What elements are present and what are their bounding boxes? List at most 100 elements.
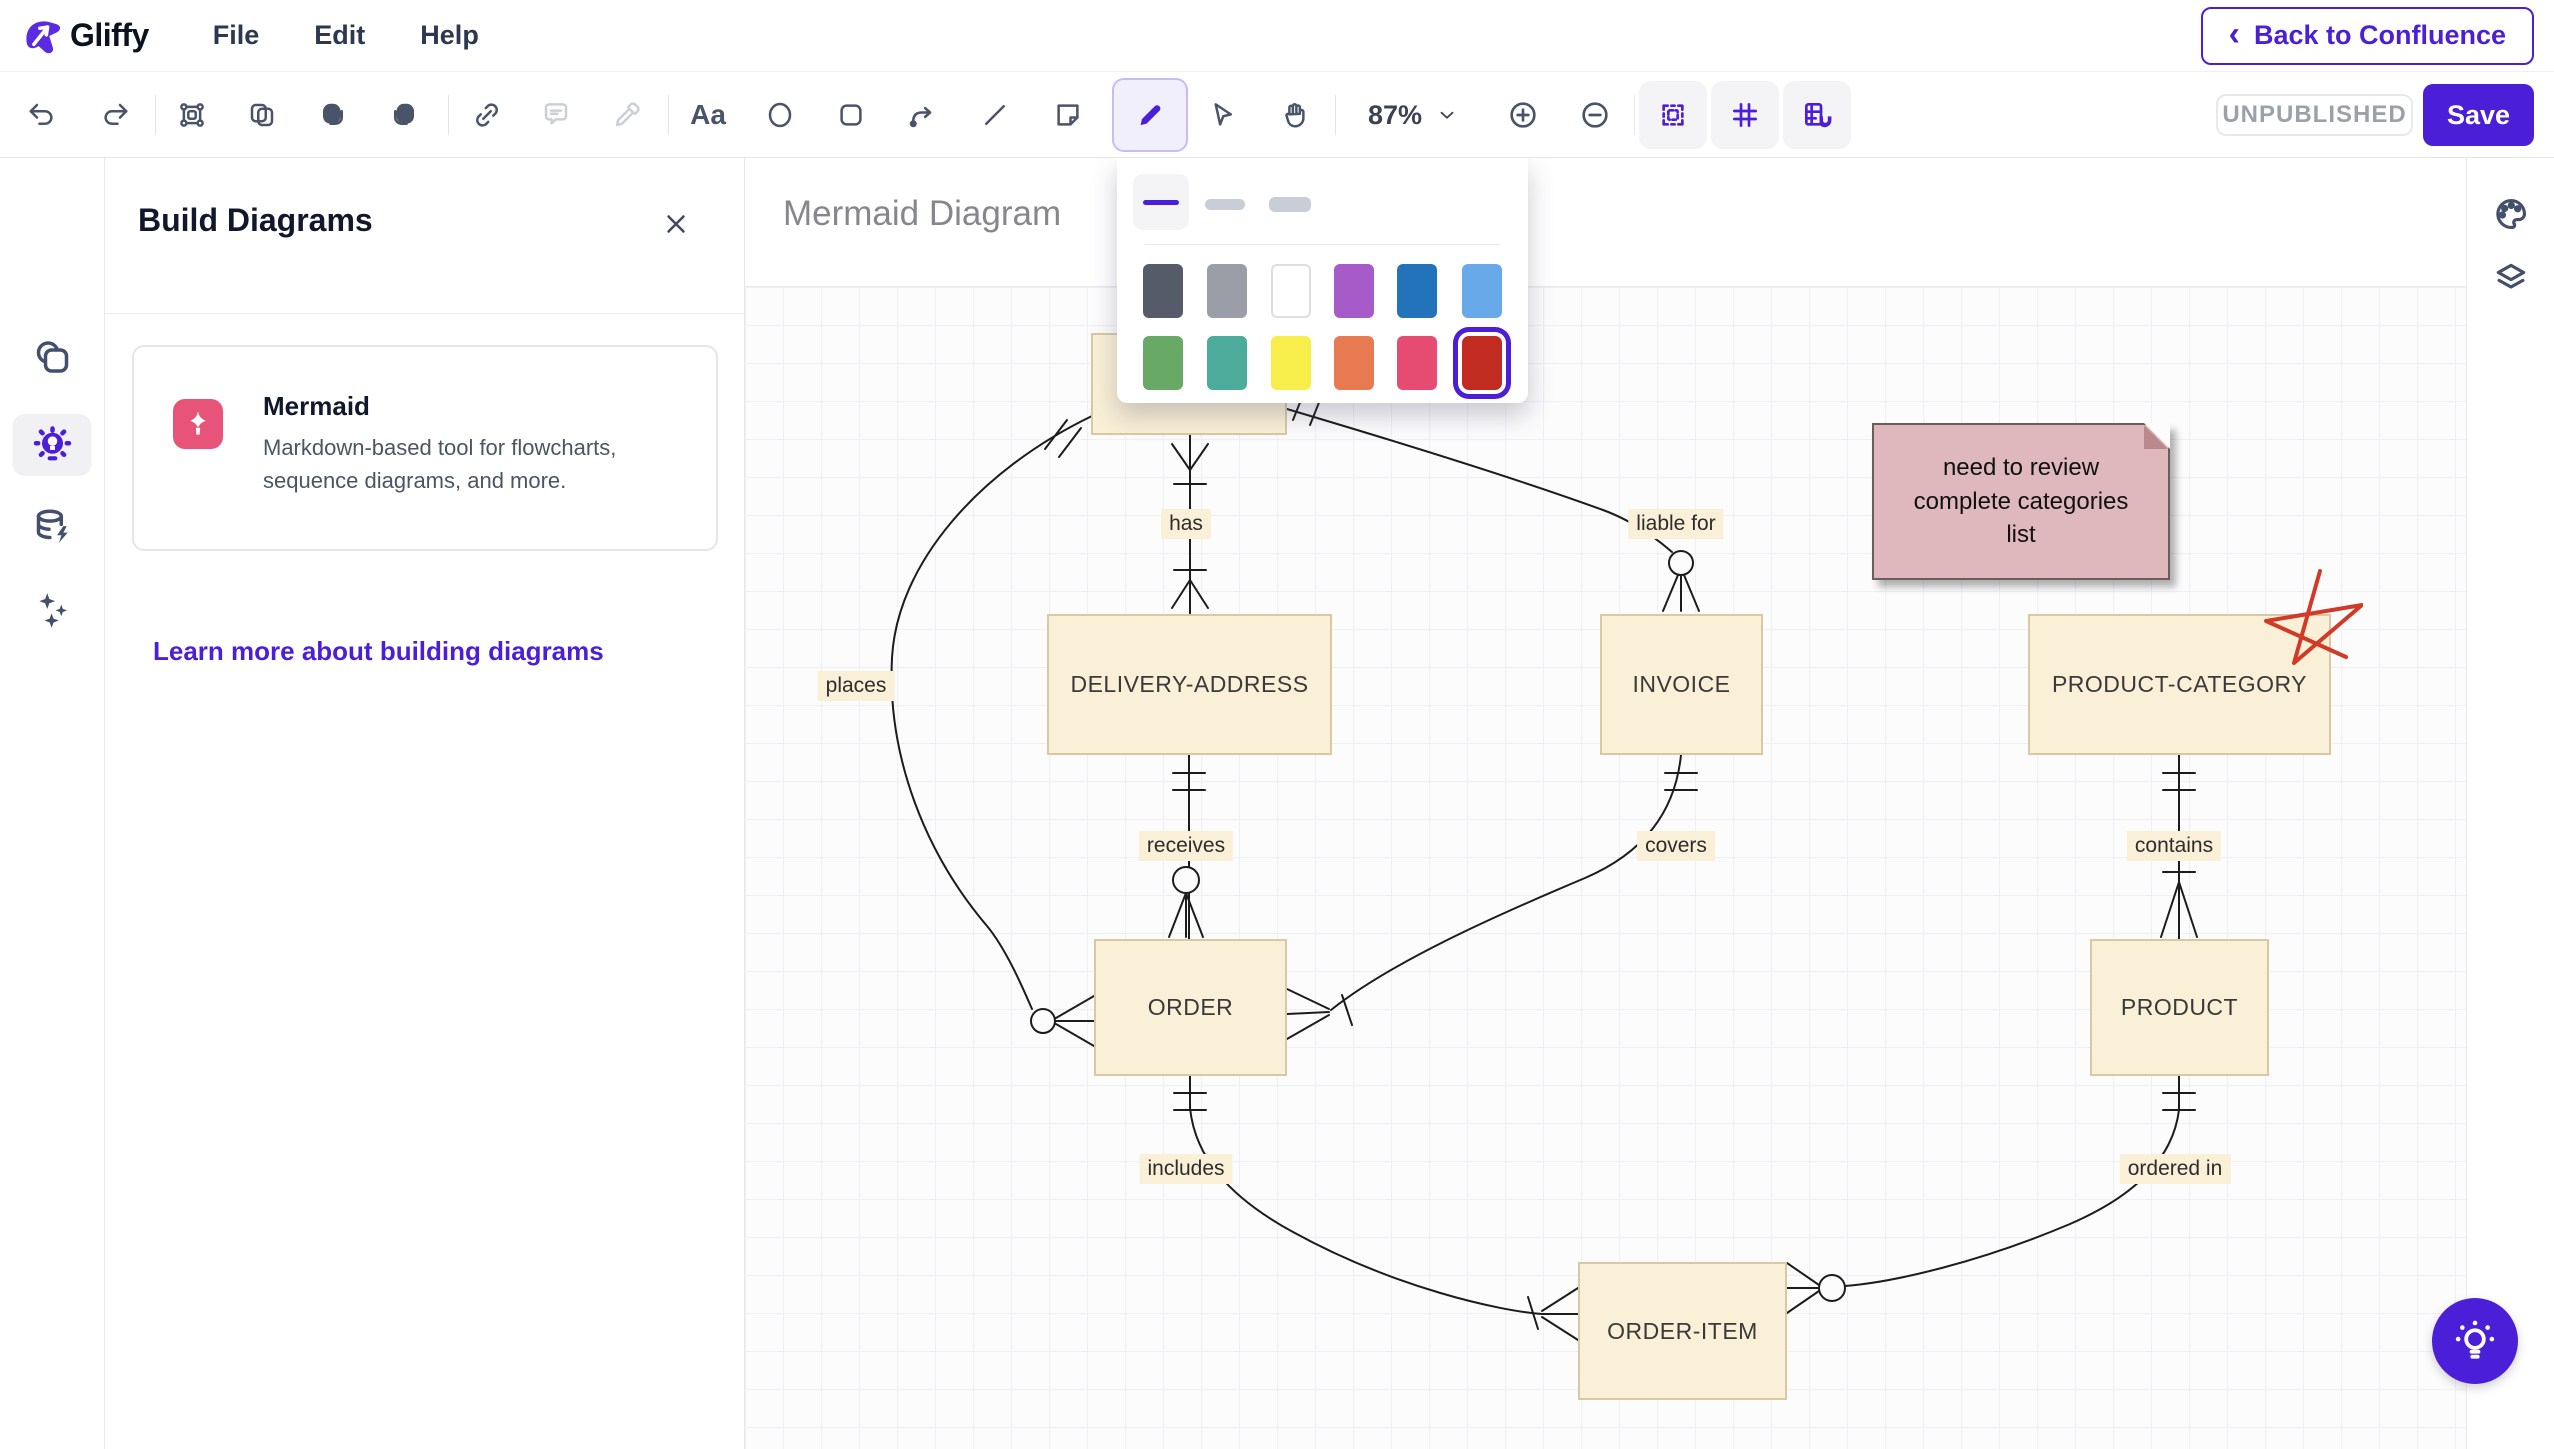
pencil-tool[interactable] bbox=[1124, 89, 1176, 141]
relationship-label-includes[interactable]: includes bbox=[1139, 1154, 1233, 1184]
grid-toggle[interactable] bbox=[1711, 81, 1779, 149]
tips-fab-button[interactable] bbox=[2432, 1298, 2518, 1384]
relationship-label-has[interactable]: has bbox=[1161, 509, 1211, 539]
build-diagrams-panel: Build Diagrams Mermaid Markdown-based to… bbox=[105, 158, 745, 1449]
thin-line-swatch bbox=[1143, 199, 1179, 205]
left-icon-rail bbox=[0, 158, 105, 1449]
right-icon-rail bbox=[2466, 158, 2554, 1449]
group-select-tool[interactable] bbox=[166, 89, 218, 141]
sidebar-item-shapes[interactable] bbox=[13, 326, 92, 388]
sticky-note-tool[interactable] bbox=[1042, 89, 1094, 141]
relationship-label-covers[interactable]: covers bbox=[1637, 831, 1715, 861]
redo-button[interactable] bbox=[89, 89, 141, 141]
color-swatch-white[interactable] bbox=[1271, 264, 1311, 318]
relationship-label-receives[interactable]: receives bbox=[1138, 831, 1234, 861]
relationship-label-ordered-in[interactable]: ordered in bbox=[2119, 1154, 2231, 1184]
back-to-confluence-button[interactable]: ‹ Back to Confluence bbox=[2200, 6, 2534, 65]
panel-divider bbox=[105, 313, 744, 314]
diagram-canvas[interactable]: Mermaid Diagram bbox=[745, 158, 2466, 1449]
learn-more-link[interactable]: Learn more about building diagrams bbox=[153, 636, 604, 666]
color-swatch-yellow[interactable] bbox=[1271, 336, 1311, 390]
line-weight-thin-selected[interactable] bbox=[1133, 174, 1189, 230]
mermaid-card[interactable]: Mermaid Markdown-based tool for flowchar… bbox=[132, 345, 718, 551]
layers-button[interactable] bbox=[2483, 250, 2539, 306]
er-connectors bbox=[890, 389, 2198, 1341]
ellipse-tool[interactable] bbox=[754, 89, 806, 141]
color-swatch-light-blue[interactable] bbox=[1462, 264, 1502, 318]
panel-close-button[interactable] bbox=[661, 206, 697, 242]
menu-edit[interactable]: Edit bbox=[314, 20, 366, 50]
relationship-label-liable-for[interactable]: liable for bbox=[1628, 509, 1724, 539]
entity-order-item[interactable]: ORDER-ITEM bbox=[1578, 1262, 1787, 1400]
sidebar-item-data-import[interactable] bbox=[13, 496, 92, 558]
sidebar-item-build-diagrams[interactable] bbox=[12, 414, 92, 476]
eyedropper-tool bbox=[601, 89, 653, 141]
color-swatch-orange[interactable] bbox=[1334, 336, 1374, 390]
database-lightning-icon bbox=[36, 509, 68, 543]
sparkles-icon bbox=[38, 593, 67, 628]
color-swatch-teal[interactable] bbox=[1207, 336, 1247, 390]
pointer-tool[interactable] bbox=[1196, 89, 1248, 141]
color-swatch-gray[interactable] bbox=[1207, 264, 1247, 318]
menu-bar: File Edit Help bbox=[213, 20, 479, 51]
snap-to-guides-toggle[interactable] bbox=[1639, 81, 1707, 149]
close-icon bbox=[667, 215, 685, 233]
gliffy-logo-text: Gliffy bbox=[70, 17, 149, 53]
color-swatch-dark-gray[interactable] bbox=[1143, 264, 1183, 318]
save-button[interactable]: Save bbox=[2423, 84, 2534, 146]
zoom-in-button[interactable] bbox=[1497, 89, 1549, 141]
rectangle-tool[interactable] bbox=[825, 89, 877, 141]
undo-button[interactable] bbox=[16, 89, 68, 141]
snap-to-grid-toggle[interactable] bbox=[1783, 81, 1851, 149]
color-swatch-purple[interactable] bbox=[1334, 264, 1374, 318]
send-to-back-tool[interactable] bbox=[378, 89, 430, 141]
chevron-down-icon bbox=[1440, 111, 1454, 119]
entity-product[interactable]: PRODUCT bbox=[2090, 939, 2269, 1076]
color-swatch-blue[interactable] bbox=[1397, 264, 1437, 318]
diagram-title[interactable]: Mermaid Diagram bbox=[783, 194, 1062, 233]
line-style-popup bbox=[1117, 158, 1528, 403]
color-swatch-pink[interactable] bbox=[1397, 336, 1437, 390]
connector-tool[interactable] bbox=[896, 89, 948, 141]
toolbar-divider bbox=[1634, 95, 1635, 135]
layers-icon bbox=[2496, 263, 2525, 289]
comment-tool bbox=[530, 89, 582, 141]
theme-palette-button[interactable] bbox=[2483, 186, 2539, 242]
sticky-note[interactable]: need to review complete categories list bbox=[1872, 423, 2170, 580]
color-swatch-red-selected[interactable] bbox=[1462, 336, 1502, 390]
line-weight-medium[interactable] bbox=[1205, 199, 1245, 210]
panel-title: Build Diagrams bbox=[138, 202, 373, 238]
entity-order[interactable]: ORDER bbox=[1094, 939, 1287, 1076]
toolbar-divider bbox=[448, 95, 449, 135]
duplicate-tool[interactable] bbox=[236, 89, 288, 141]
popup-divider bbox=[1145, 244, 1500, 245]
zoom-level-dropdown[interactable]: 87% bbox=[1368, 72, 1458, 158]
gliffy-logo: Gliffy bbox=[22, 17, 149, 55]
relationship-label-contains[interactable]: contains bbox=[2126, 831, 2222, 861]
bring-to-front-tool[interactable] bbox=[307, 89, 359, 141]
gliffy-logo-icon bbox=[22, 17, 60, 55]
line-tool[interactable] bbox=[969, 89, 1021, 141]
link-tool[interactable] bbox=[461, 89, 513, 141]
zoom-out-button[interactable] bbox=[1569, 89, 1621, 141]
line-weight-thick[interactable] bbox=[1269, 197, 1311, 212]
sidebar-item-ai[interactable] bbox=[13, 578, 92, 640]
mermaid-card-title: Mermaid bbox=[263, 391, 370, 421]
entity-invoice[interactable]: INVOICE bbox=[1600, 614, 1763, 755]
menu-help[interactable]: Help bbox=[420, 20, 479, 50]
mermaid-card-description: Markdown-based tool for flowcharts, sequ… bbox=[263, 435, 617, 493]
text-tool[interactable]: Aa bbox=[682, 89, 734, 141]
shapes-icon bbox=[36, 341, 68, 373]
red-star-annotation[interactable] bbox=[2258, 565, 2363, 670]
diagram-builder-icon bbox=[33, 426, 71, 461]
entity-delivery-address[interactable]: DELIVERY-ADDRESS bbox=[1047, 614, 1332, 755]
entity-product-category[interactable]: PRODUCT-CATEGORY bbox=[2028, 614, 2331, 755]
toolbar-divider bbox=[155, 95, 156, 135]
toolbar-divider bbox=[1335, 95, 1336, 135]
menu-file[interactable]: File bbox=[212, 20, 260, 50]
pan-hand-tool[interactable] bbox=[1269, 89, 1321, 141]
toolbar: Aa 87% UNPUBLISHED Save bbox=[0, 72, 2554, 158]
color-swatch-green[interactable] bbox=[1143, 336, 1183, 390]
palette-icon bbox=[2495, 198, 2526, 230]
relationship-label-places[interactable]: places bbox=[817, 671, 895, 701]
